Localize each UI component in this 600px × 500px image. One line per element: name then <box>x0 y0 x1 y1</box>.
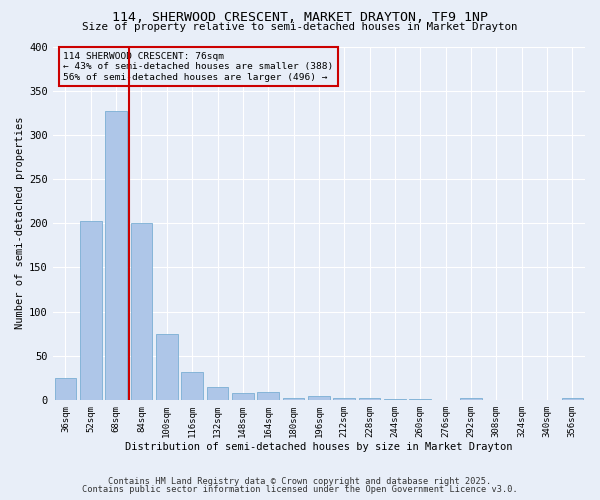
Bar <box>181 372 203 400</box>
Bar <box>359 398 380 400</box>
Bar <box>232 393 254 400</box>
Bar <box>80 220 101 400</box>
Text: 114 SHERWOOD CRESCENT: 76sqm
← 43% of semi-detached houses are smaller (388)
56%: 114 SHERWOOD CRESCENT: 76sqm ← 43% of se… <box>64 52 334 82</box>
Bar <box>562 398 583 400</box>
Bar <box>156 334 178 400</box>
Text: Size of property relative to semi-detached houses in Market Drayton: Size of property relative to semi-detach… <box>82 22 518 32</box>
Bar <box>460 398 482 400</box>
Y-axis label: Number of semi-detached properties: Number of semi-detached properties <box>15 117 25 330</box>
Bar <box>384 399 406 400</box>
Bar <box>334 398 355 400</box>
Bar <box>207 388 228 400</box>
Bar <box>257 392 279 400</box>
Bar <box>308 396 329 400</box>
Bar <box>106 111 127 400</box>
Bar <box>409 399 431 400</box>
Bar <box>55 378 76 400</box>
Text: 114, SHERWOOD CRESCENT, MARKET DRAYTON, TF9 1NP: 114, SHERWOOD CRESCENT, MARKET DRAYTON, … <box>112 11 488 24</box>
Bar <box>283 398 304 400</box>
Text: Contains HM Land Registry data © Crown copyright and database right 2025.: Contains HM Land Registry data © Crown c… <box>109 477 491 486</box>
X-axis label: Distribution of semi-detached houses by size in Market Drayton: Distribution of semi-detached houses by … <box>125 442 512 452</box>
Bar <box>131 223 152 400</box>
Text: Contains public sector information licensed under the Open Government Licence v3: Contains public sector information licen… <box>82 485 518 494</box>
